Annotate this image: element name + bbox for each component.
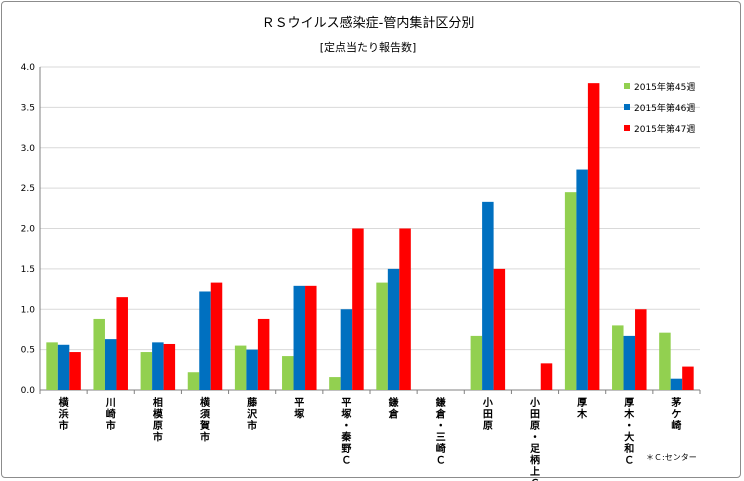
bar xyxy=(576,169,588,390)
bar xyxy=(493,268,506,390)
bar xyxy=(587,83,600,391)
legend-label: 2015年第46週 xyxy=(634,102,695,114)
bar xyxy=(540,363,553,390)
x-tick-label: 藤沢市 xyxy=(247,396,258,432)
x-tick-label: 厚木 xyxy=(576,397,588,421)
bar xyxy=(104,339,117,390)
x-tick-label: 厚木・大和Ｃ xyxy=(623,397,635,467)
bar xyxy=(329,377,341,390)
bar xyxy=(305,285,317,390)
bar xyxy=(199,291,211,390)
x-tick-label: 横浜市 xyxy=(59,396,70,432)
x-tick-label: 平塚 xyxy=(294,397,304,421)
legend-label: 2015年第47週 xyxy=(634,123,695,135)
y-tick-label: 3.5 xyxy=(21,103,35,113)
bar xyxy=(57,344,70,390)
bar xyxy=(293,285,306,390)
legend-swatch xyxy=(624,83,630,89)
x-tick-label: 鎌倉 xyxy=(388,396,400,421)
x-tick-label: 小田原・足柄上Ｃ xyxy=(529,396,541,481)
x-tick-label: 平塚・秦野Ｃ xyxy=(340,397,352,467)
bar xyxy=(152,342,164,390)
gridlines xyxy=(40,66,700,391)
bar xyxy=(163,343,176,390)
bar xyxy=(623,335,636,390)
bar xyxy=(116,297,128,390)
y-tick-label: 2.0 xyxy=(21,225,36,235)
legend-swatch xyxy=(624,125,630,131)
bar xyxy=(387,268,400,390)
bar xyxy=(482,201,494,390)
legend-label: 2015年第45週 xyxy=(634,81,695,93)
bar xyxy=(682,366,694,390)
bar xyxy=(187,372,200,390)
chart-subtitle: [定点当たり報告数] xyxy=(320,40,417,54)
bar xyxy=(340,309,353,390)
y-tick-label: 1.5 xyxy=(21,265,35,275)
x-tick-label: 小田原 xyxy=(482,396,493,432)
y-tick-label: 4.0 xyxy=(21,63,36,73)
bar xyxy=(659,332,671,390)
x-tick-label: 横須賀市 xyxy=(199,396,211,444)
bar xyxy=(635,309,647,390)
bar xyxy=(564,192,577,390)
bar xyxy=(670,378,683,390)
bar xyxy=(46,342,58,390)
bar xyxy=(234,345,247,390)
y-tick-label: 0.0 xyxy=(21,386,36,396)
bars xyxy=(46,83,694,391)
x-tick-label: 鎌倉・三崎Ｃ xyxy=(435,396,447,467)
bar xyxy=(246,349,258,390)
bar xyxy=(352,228,364,390)
x-tick-label: 川崎市 xyxy=(105,397,116,432)
bar xyxy=(612,325,624,390)
legend-swatch xyxy=(624,104,630,110)
bar xyxy=(470,335,483,390)
bar xyxy=(257,318,270,390)
x-tick-label: 茅ケ崎 xyxy=(671,396,681,432)
legend: 2015年第45週 2015年第46週 2015年第47週 xyxy=(624,81,695,135)
y-tick-label: 0.5 xyxy=(21,346,35,356)
bar xyxy=(399,228,411,390)
bar xyxy=(93,318,105,390)
chart-title: ＲＳウイルス感染症-管内集計区分別 xyxy=(262,15,475,31)
y-tick-label: 3.0 xyxy=(21,144,36,154)
bar xyxy=(376,282,388,390)
y-tick-label: 1.0 xyxy=(21,305,36,315)
bar xyxy=(282,356,294,390)
center-note: ＊Ｃ:センター xyxy=(646,453,697,462)
x-tick-label: 相模原市 xyxy=(153,396,164,444)
bar xyxy=(140,352,153,390)
bar xyxy=(210,282,223,390)
bar xyxy=(69,352,81,390)
x-axis: 横浜市 川崎市 相模原市 横須賀市 藤沢市 平塚 平塚・秦野Ｃ 鎌倉 鎌倉・三崎Ｃ 小田原 小田原・… xyxy=(39,390,701,481)
y-tick-label: 2.5 xyxy=(21,184,35,194)
